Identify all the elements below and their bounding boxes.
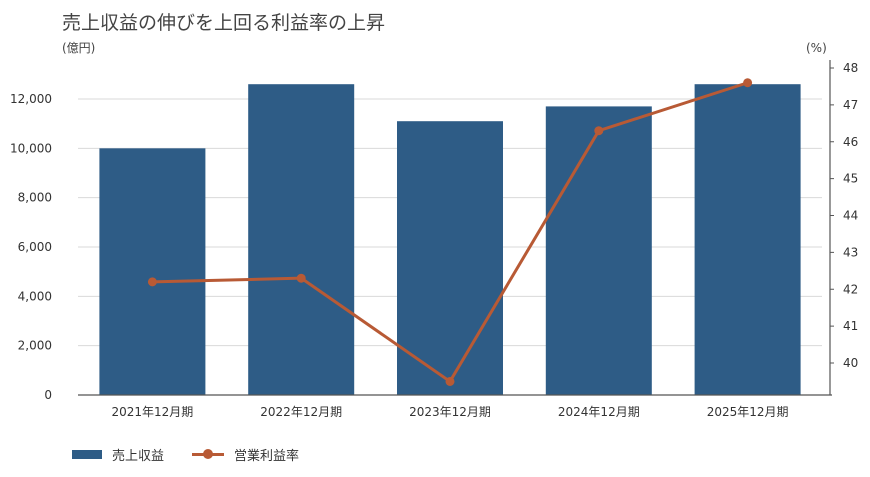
legend-item-bar: 売上収益 — [72, 445, 165, 464]
line-point — [743, 78, 753, 88]
y2-tick-label: 44 — [843, 209, 858, 223]
line-series — [147, 78, 753, 386]
y-tick-label: 8,000 — [18, 191, 52, 205]
bar — [545, 106, 652, 396]
line-point — [147, 277, 157, 287]
line-point — [296, 273, 306, 283]
bar — [397, 121, 503, 395]
y-tick-label: 2,000 — [18, 339, 52, 353]
y2-tick-label: 41 — [843, 319, 858, 333]
x-tick-label: 2021年12月期 — [111, 405, 193, 419]
bar — [99, 148, 206, 395]
x-tick-label: 2024年12月期 — [558, 405, 640, 419]
y2-tick-label: 48 — [843, 61, 858, 75]
legend-label-bar: 売上収益 — [112, 448, 165, 464]
x-tick-label: 2023年12月期 — [409, 405, 491, 419]
y-tick-label: 6,000 — [18, 240, 52, 254]
x-tick-label: 2025年12月期 — [707, 405, 789, 419]
legend-swatch-bar — [72, 449, 102, 459]
bar — [694, 84, 801, 395]
y-tick-label: 4,000 — [18, 289, 52, 303]
y-axis-right-label: (%) — [806, 41, 827, 55]
y2-tick-label: 42 — [843, 282, 858, 296]
bar — [248, 84, 355, 395]
y2-tick-label: 40 — [843, 356, 858, 370]
line-point — [594, 126, 604, 136]
y-tick-label: 12,000 — [10, 92, 52, 106]
bar-series — [99, 84, 801, 396]
x-tick-label: 2022年12月期 — [260, 405, 342, 419]
y-tick-label: 10,000 — [10, 141, 52, 155]
y-axis-left-label: (億円) — [62, 41, 95, 55]
legend-item-line: 営業利益率 — [192, 445, 300, 464]
right-axis: 40 41 42 43 44 45 46 47 48 — [829, 60, 858, 395]
chart-title: 売上収益の伸びを上回る利益率の上昇 — [62, 12, 386, 34]
y-tick-label: 0 — [44, 388, 52, 402]
x-axis: 2021年12月期 2022年12月期 2023年12月期 2024年12月期 2025… — [78, 394, 832, 419]
y2-tick-label: 45 — [843, 172, 858, 186]
left-axis-ticks: 0 2,000 4,000 6,000 8,000 10,000 12,000 — [10, 92, 52, 402]
line-point — [445, 376, 455, 386]
y2-tick-label: 47 — [843, 98, 858, 112]
y2-tick-label: 46 — [843, 135, 858, 149]
legend-swatch-line — [192, 447, 224, 461]
y2-tick-label: 43 — [843, 245, 858, 259]
legend-label-line: 営業利益率 — [234, 448, 300, 464]
